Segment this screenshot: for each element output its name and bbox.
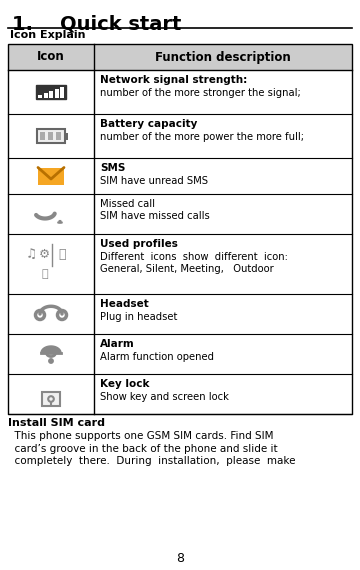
Bar [37, 129, 65, 143]
Bar [44, 93, 48, 98]
Text: 👁: 👁 [42, 269, 48, 279]
Text: Icon: Icon [37, 51, 65, 63]
Text: Show key and screen lock: Show key and screen lock [100, 392, 229, 402]
Text: 👤: 👤 [58, 247, 66, 260]
Text: Different  icons  show  different  icon:
General, Silent, Meeting,   Outdoor: Different icons show different icon: Gen… [100, 252, 288, 274]
Bar [38, 168, 64, 185]
Text: Function description: Function description [155, 51, 291, 63]
Text: number of the more power the more full;: number of the more power the more full; [100, 132, 304, 142]
Text: Battery capacity: Battery capacity [100, 119, 197, 129]
Text: SMS: SMS [100, 163, 125, 173]
Bar [38, 95, 42, 98]
Text: number of the more stronger the signal;: number of the more stronger the signal; [100, 88, 301, 98]
Text: ⚙: ⚙ [39, 247, 50, 260]
Text: Alarm: Alarm [100, 339, 135, 349]
Text: Key lock: Key lock [100, 379, 149, 389]
Polygon shape [41, 346, 61, 353]
Circle shape [49, 359, 53, 363]
Text: 8: 8 [176, 552, 184, 564]
Text: Used profiles: Used profiles [100, 239, 178, 249]
Bar [8, 44, 352, 70]
Text: Icon Explain: Icon Explain [10, 30, 86, 40]
Bar [40, 132, 45, 140]
Text: Plug in headset: Plug in headset [100, 312, 177, 322]
Bar [48, 132, 53, 140]
Text: Headset: Headset [100, 299, 149, 309]
Text: Missed call
SIM have missed calls: Missed call SIM have missed calls [100, 199, 210, 221]
Text: Network signal strength:: Network signal strength: [100, 75, 247, 85]
Text: Alarm function opened: Alarm function opened [100, 352, 214, 362]
Bar [54, 89, 58, 98]
Bar [56, 132, 61, 140]
Bar [49, 91, 53, 98]
Text: card’s groove in the back of the phone and slide it: card’s groove in the back of the phone a… [8, 443, 278, 454]
Bar [65, 132, 68, 140]
Text: ♫: ♫ [25, 247, 37, 260]
Text: completely  there.  During  installation,  please  make: completely there. During installation, p… [8, 456, 296, 466]
Text: SIM have unread SMS: SIM have unread SMS [100, 176, 208, 186]
Bar [60, 87, 64, 98]
Text: This phone supports one GSM SIM cards. Find SIM: This phone supports one GSM SIM cards. F… [8, 431, 274, 441]
Bar [8, 44, 352, 414]
Bar [36, 85, 66, 99]
Bar [42, 392, 60, 406]
Text: Install SIM card: Install SIM card [8, 418, 105, 428]
Text: 1.    Quick start: 1. Quick start [12, 14, 181, 33]
